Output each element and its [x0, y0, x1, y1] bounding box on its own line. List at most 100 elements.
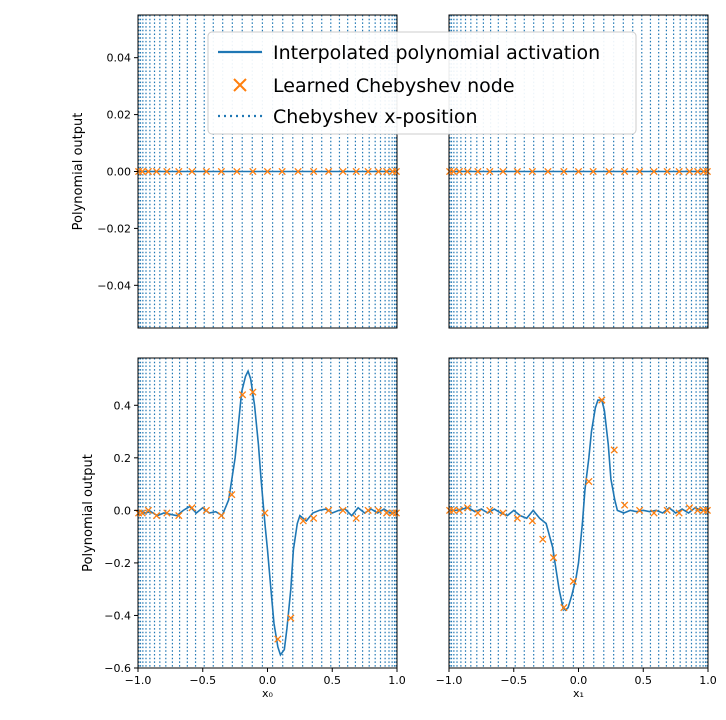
chebyshev-node-marker-24 [392, 509, 401, 517]
y-axis-label: Polynomial output [81, 454, 96, 572]
chebyshev-node-marker-12 [278, 167, 286, 176]
x-tick-label: 0.5 [635, 674, 653, 687]
legend-x-marker-swatch [233, 78, 247, 92]
chebyshev-node-marker-19 [352, 514, 360, 522]
chebyshev-node-marker-21 [685, 504, 694, 512]
chebyshev-node-marker-15 [610, 446, 618, 454]
chebyshev-node-marker-6 [188, 167, 196, 176]
learned-chebyshev-nodes [134, 388, 401, 643]
x-tick-label: −1.0 [125, 674, 152, 687]
chebyshev-node-marker-6 [499, 167, 507, 176]
y-tick-label: −0.04 [97, 279, 131, 292]
y-tick-label: 0.00 [107, 166, 132, 179]
axes-frame [448, 14, 709, 329]
y-tick-label: −0.02 [97, 222, 131, 235]
chebyshev-node-marker-1 [449, 167, 457, 176]
chebyshev-node-marker-9 [228, 490, 236, 499]
chebyshev-node-marker-18 [650, 509, 658, 517]
chebyshev-node-marker-22 [703, 167, 712, 176]
chebyshev-node-marker-12 [569, 577, 577, 585]
x-tick-label: 0.5 [324, 674, 342, 687]
chebyshev-node-marker-19 [374, 167, 383, 176]
y-tick-label: −0.6 [104, 662, 131, 675]
interpolated-polynomial-line [449, 399, 708, 612]
chebyshev-node-marker-15 [324, 167, 333, 176]
chebyshev-node-marker-2 [455, 167, 464, 176]
chebyshev-node-marker-9 [544, 167, 552, 176]
chebyshev-node-marker-22 [392, 167, 401, 176]
chebyshev-node-marker-3 [463, 504, 472, 512]
chebyshev-node-marker-3 [463, 167, 472, 176]
chebyshev-node-marker-4 [163, 167, 171, 176]
y-tick-label: 0.04 [107, 52, 132, 65]
chebyshev-node-marker-16 [620, 501, 629, 509]
chebyshev-node-marker-7 [513, 167, 522, 176]
chebyshev-node-marker-7 [202, 167, 211, 176]
chebyshev-node-marker-16 [339, 167, 347, 176]
chebyshev-node-marker-5 [175, 167, 183, 176]
x-tick-label: −0.5 [500, 674, 527, 687]
chebyshev-node-marker-8 [528, 517, 537, 525]
chebyshev-node-marker-24 [703, 506, 712, 515]
chebyshev-node-marker-21 [374, 506, 383, 515]
chebyshev-node-marker-15 [299, 517, 307, 525]
legend-entry-label: Interpolated polynomial activation [273, 42, 600, 64]
y-tick-label: 0.4 [114, 399, 132, 412]
chebyshev-node-marker-4 [474, 167, 482, 176]
chebyshev-node-marker-13 [605, 167, 613, 176]
chebyshev-node-marker-2 [455, 506, 464, 515]
chebyshev-node-marker-5 [175, 511, 183, 520]
chebyshev-node-marker-20 [382, 167, 391, 176]
panel-bottom-left: −0.6 −0.4 −0.2 0.0 0.2 0.4 −1.0 −0.5 0.0 0.5 1.0 Po… [81, 357, 406, 700]
chebyshev-node-marker-18 [339, 506, 347, 515]
legend-entry-label: Chebyshev x-position [273, 106, 478, 128]
x-tick-label: 1.0 [388, 674, 406, 687]
chebyshev-node-marker-17 [663, 167, 671, 176]
chebyshev-node-marker-19 [685, 167, 694, 176]
chebyshev-node-marker-17 [352, 167, 360, 176]
chebyshev-node-marker-12 [589, 167, 597, 176]
learned-chebyshev-nodes [134, 167, 401, 176]
chebyshev-node-marker-8 [528, 167, 537, 176]
chebyshev-node-marker-20 [693, 167, 702, 176]
legend: Interpolated polynomial activation Learne… [207, 31, 637, 135]
chebyshev-node-marker-5 [486, 167, 494, 176]
chebyshev-node-marker-17 [324, 506, 333, 515]
chebyshev-node-marker-11 [574, 167, 583, 176]
chebyshev-node-marker-17 [635, 506, 644, 515]
chebyshev-node-marker-9 [539, 535, 547, 543]
chebyshev-node-marker-13 [294, 167, 302, 176]
x-tick-label: 1.0 [699, 674, 717, 687]
chebyshev-node-marker-16 [650, 167, 658, 176]
x-tick-label: 0.0 [570, 674, 588, 687]
legend-entry-label: Learned Chebyshev node [273, 75, 515, 97]
chebyshev-node-marker-6 [188, 504, 196, 512]
y-tick-label: −0.4 [104, 609, 131, 622]
chebyshev-node-marker-1 [138, 167, 146, 176]
chebyshev-node-marker-18 [675, 167, 683, 176]
chebyshev-node-marker-10 [238, 391, 247, 399]
chebyshev-node-marker-9 [233, 167, 241, 176]
chebyshev-node-marker-10 [560, 167, 568, 176]
learned-chebyshev-nodes [445, 167, 712, 176]
legend-box [207, 31, 637, 135]
chebyshev-node-marker-7 [202, 506, 211, 515]
chebyshev-node-marker-16 [309, 514, 318, 522]
chebyshev-node-marker-6 [499, 509, 507, 517]
chebyshev-node-marker-10 [549, 554, 558, 562]
y-tick-label: −0.2 [104, 557, 131, 570]
x-tick-label: −1.0 [436, 674, 463, 687]
chebyshev-node-marker-15 [635, 167, 644, 176]
chebyshev-node-marker-20 [364, 506, 372, 515]
x-axis-label: x₀ [262, 687, 274, 700]
y-tick-label: 0.0 [114, 504, 132, 517]
chebyshev-node-marker-22 [693, 506, 702, 515]
y-tick-label: 0.2 [114, 452, 132, 465]
chebyshev-node-marker-1 [449, 506, 457, 515]
chebyshev-node-marker-1 [138, 509, 146, 517]
chebyshev-node-marker-11 [249, 388, 257, 396]
y-tick-label: 0.02 [107, 109, 132, 122]
chebyshev-node-marker-14 [309, 167, 318, 176]
chebyshev-node-marker-11 [560, 603, 568, 612]
